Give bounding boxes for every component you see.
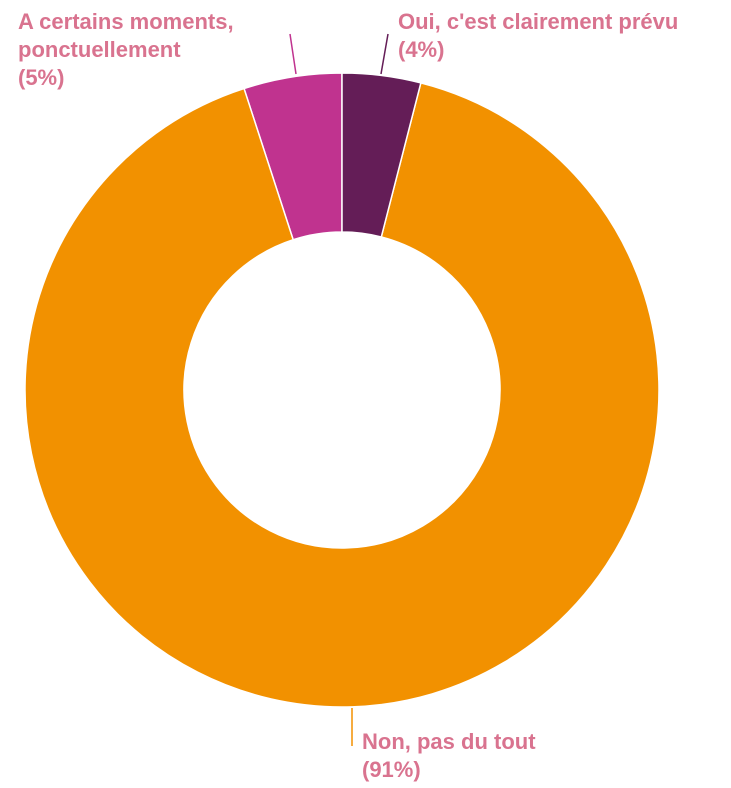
leader-line [380, 33, 389, 75]
value-label: (5%) [18, 65, 65, 90]
category-label: Oui, c'est clairement prévu [398, 9, 679, 34]
value-label: (4%) [398, 37, 445, 62]
category-label: A certains moments, ponctuellement [18, 9, 234, 62]
slice-label: Non, pas du tout (91%) [362, 728, 536, 784]
slice-label: Oui, c'est clairement prévu (4%) [398, 8, 678, 64]
donut-slice [341, 72, 422, 238]
slice-label: A certains moments, ponctuellement (5%) [18, 8, 280, 92]
donut-slice [24, 82, 660, 708]
category-label: Non, pas du tout [362, 729, 536, 754]
value-label: (91%) [362, 757, 421, 782]
leader-line [289, 33, 297, 75]
